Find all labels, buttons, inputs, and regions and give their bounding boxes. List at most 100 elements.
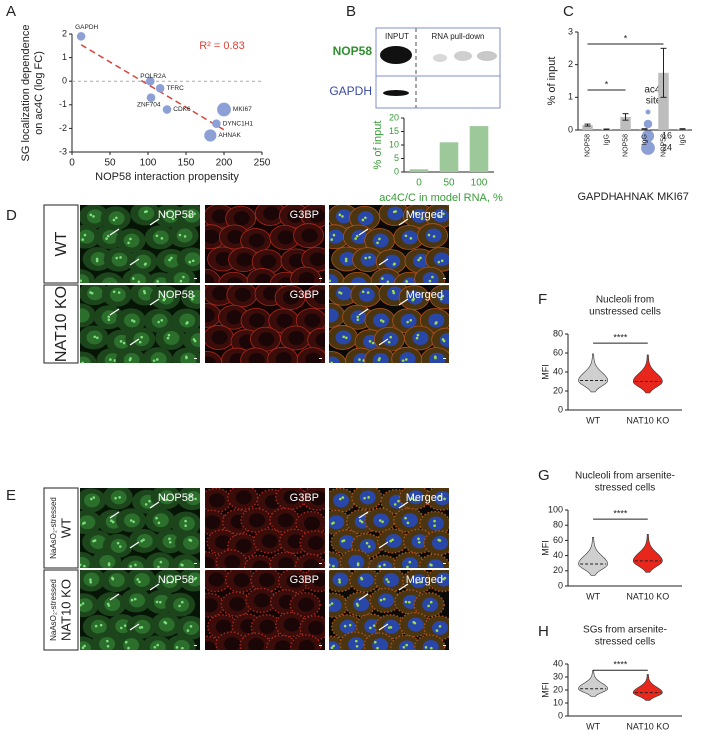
y-tick-label: 0 (568, 124, 573, 134)
micrograph (80, 205, 200, 283)
y-tick-label: 20 (389, 112, 399, 122)
x-tick-label: IgG (603, 134, 610, 145)
channel-label: G3BP (290, 574, 319, 586)
bar (582, 125, 593, 130)
chart-title: stressed cells (595, 483, 656, 494)
channel-label: G3BP (290, 492, 319, 504)
legend-swatch (645, 109, 651, 115)
group-label: GAPDH (577, 191, 616, 203)
y-axis-label: SG localization dependence (20, 25, 32, 162)
x-tick-label: NOP58 (660, 134, 667, 157)
point (76, 32, 86, 41)
y-tick-label: -3 (59, 146, 67, 156)
x-tick-label: 100 (471, 178, 488, 189)
y-axis-label: % of input (372, 121, 384, 170)
row-label: NAT10 KO (53, 286, 70, 362)
significance-label: **** (613, 660, 628, 670)
x-tick-label: 0 (416, 178, 422, 189)
x-tick-label: WT (586, 721, 600, 731)
row-label-box (43, 569, 79, 651)
channel-label: NOP58 (158, 492, 194, 504)
blot-row-label: NOP58 (333, 44, 373, 58)
micrograph (329, 285, 449, 363)
y-tick-label: 0 (62, 76, 67, 86)
y-tick-label: 100 (548, 504, 563, 514)
chart-title: Nucleoli from (596, 295, 654, 306)
annotation: R² = 0.83 (199, 40, 245, 52)
x-tick-label: NOP58 (584, 134, 591, 157)
chart-title: Nucleoli from arsenite- (575, 471, 675, 482)
point (146, 93, 156, 103)
arrow (149, 583, 160, 591)
y-tick-label: -2 (59, 123, 67, 133)
violin (578, 670, 608, 697)
y-tick-label: 60 (553, 347, 563, 357)
x-tick-label: 150 (178, 158, 195, 169)
legend-swatch (643, 119, 653, 129)
point-label: ZNF704 (137, 101, 161, 108)
significance-label: **** (613, 332, 628, 342)
arrow (129, 338, 140, 346)
x-tick-label: 200 (216, 158, 233, 169)
legend-swatch (641, 141, 655, 155)
arrow (378, 338, 389, 346)
y-tick-label: 40 (553, 550, 563, 560)
point-label: POLR2A (140, 73, 166, 80)
arrow (398, 583, 409, 591)
arrow (129, 541, 140, 549)
panel-letter: A (6, 3, 16, 20)
arrow (109, 593, 120, 601)
point-label: AHNAK (218, 132, 241, 139)
panel-letter: G (538, 467, 550, 484)
micrograph (205, 205, 325, 283)
arrow (358, 511, 369, 519)
channel-label: NOP58 (158, 209, 194, 221)
bar (620, 116, 631, 130)
point-label: DYNC1H1 (223, 120, 254, 127)
channel-label: Merged (406, 209, 443, 221)
arrow (398, 501, 409, 509)
violin (632, 354, 663, 394)
blot-label: RNA pull-down (432, 32, 485, 41)
y-tick-label: 10 (553, 697, 563, 707)
bar (439, 142, 459, 172)
x-tick-label: IgG (679, 134, 686, 145)
arrow (109, 228, 120, 236)
panel-letter: D (6, 207, 17, 224)
channel-label: NOP58 (158, 574, 194, 586)
group-label: MKI67 (657, 191, 689, 203)
point-label: MKI67 (233, 106, 252, 113)
y-tick-label: 80 (553, 328, 563, 338)
x-tick-label: 250 (254, 158, 271, 169)
y-tick-label: 80 (553, 520, 563, 530)
error-bar (622, 113, 629, 121)
arrow (378, 258, 389, 266)
arrow (378, 623, 389, 631)
blot: INPUT RNA pull-down NOP58 GAPDH (329, 27, 501, 109)
y-tick-label: 0 (558, 580, 563, 590)
y-axis-label: % of input (546, 57, 558, 106)
micrograph (80, 488, 200, 568)
violin (578, 353, 608, 393)
group-label: AHNAK (616, 191, 655, 203)
x-tick-label: NAT10 KO (626, 415, 669, 425)
y-tick-label: 40 (553, 658, 563, 668)
x-tick-label: 100 (140, 158, 157, 169)
point-label: GAPDH (75, 24, 98, 31)
y-axis-label: MFI (540, 364, 550, 380)
legend-title: ac4C (644, 85, 667, 96)
point (204, 129, 217, 142)
arrow (149, 501, 160, 509)
significance-label: **** (613, 508, 628, 518)
y-tick-label: 10 (389, 139, 399, 149)
x-tick-label: WT (586, 591, 600, 601)
bar (658, 72, 669, 130)
x-tick-label: NOP58 (622, 134, 629, 157)
y-axis-label: on ac4C (log FC) (33, 51, 45, 135)
row-label: NaAsO₂-stressed (49, 497, 58, 559)
row-label: WT (53, 231, 70, 256)
arrow (398, 218, 409, 226)
violin (632, 674, 663, 701)
arrow (149, 298, 160, 306)
